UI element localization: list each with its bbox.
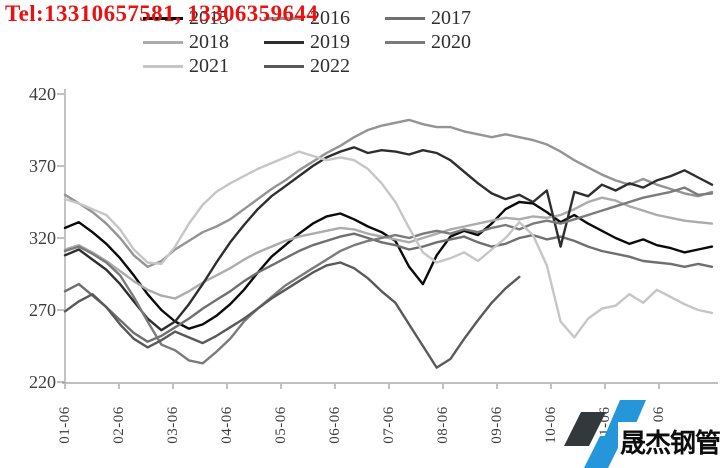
x-tick-label: 09-06 <box>489 406 505 444</box>
legend-item-2019: 2019 <box>264 32 385 52</box>
legend-item-2018: 2018 <box>143 32 264 52</box>
x-tick-label: 06-06 <box>327 406 343 444</box>
legend-item-2016: 2016 <box>264 8 385 28</box>
legend-line-swatch <box>385 16 425 20</box>
x-tick-label: 05-06 <box>273 406 289 444</box>
legend-line-swatch <box>143 64 183 68</box>
company-logo: 晟杰钢管 <box>556 396 720 468</box>
series-line-2020 <box>63 186 714 365</box>
legend-label: 2019 <box>310 31 350 53</box>
series-line-2022 <box>63 261 521 369</box>
logo-mark-icon <box>564 400 646 468</box>
legend-line-swatch <box>385 40 425 44</box>
x-tick-label: 03-06 <box>165 406 181 444</box>
legend-line-swatch <box>264 40 304 44</box>
legend-item-2020: 2020 <box>385 32 506 52</box>
legend-label: 2020 <box>431 31 471 53</box>
legend-label: 2021 <box>189 55 229 77</box>
legend-item-2015: 2015 <box>143 8 264 28</box>
legend-item-2021: 2021 <box>143 56 264 76</box>
x-tick-label: 08-06 <box>435 406 451 444</box>
logo-parallelogram <box>584 436 624 468</box>
legend-label: 2015 <box>189 7 229 29</box>
legend-line-swatch <box>264 16 304 20</box>
x-tick-label: 02-06 <box>111 406 127 444</box>
y-tick-label: 370 <box>29 156 56 176</box>
legend-label: 2017 <box>431 7 471 29</box>
logo-parallelogram <box>602 400 646 442</box>
x-tick-label: 04-06 <box>219 406 235 444</box>
legend-item-2017: 2017 <box>385 8 506 28</box>
series-line-2016 <box>63 118 714 268</box>
legend-line-swatch <box>264 64 304 68</box>
legend-label: 2022 <box>310 55 350 77</box>
legend-row: 2021 2022 <box>143 54 506 78</box>
legend-item-2022: 2022 <box>264 56 385 76</box>
y-tick-label: 320 <box>29 228 56 248</box>
legend-line-swatch <box>143 16 183 20</box>
y-tick-label: 420 <box>29 84 56 104</box>
logo-text: 晟杰钢管 <box>618 422 720 462</box>
y-tick-label: 270 <box>29 300 56 320</box>
y-tick-label: 220 <box>29 372 56 392</box>
series-line-2019 <box>63 146 714 332</box>
legend-line-swatch <box>143 40 183 44</box>
legend-label: 2016 <box>310 7 350 29</box>
legend-row: 2018 2019 2020 <box>143 30 506 54</box>
x-tick-label: 07-06 <box>381 406 397 444</box>
series-line-2018 <box>63 196 714 300</box>
legend-label: 2018 <box>189 31 229 53</box>
chart-legend: 2015 2016 2017 2018 2019 2020 2021 2022 <box>143 6 506 78</box>
x-tick-label: 01-06 <box>57 406 73 444</box>
series-line-2015 <box>63 200 714 330</box>
logo-parallelogram <box>564 412 606 446</box>
tel-watermark-text: Tel:13310657581, 13306359644 <box>5 1 319 26</box>
series-line-2021 <box>63 150 714 339</box>
legend-row: 2015 2016 2017 <box>143 6 506 30</box>
series-line-2017 <box>63 232 714 343</box>
